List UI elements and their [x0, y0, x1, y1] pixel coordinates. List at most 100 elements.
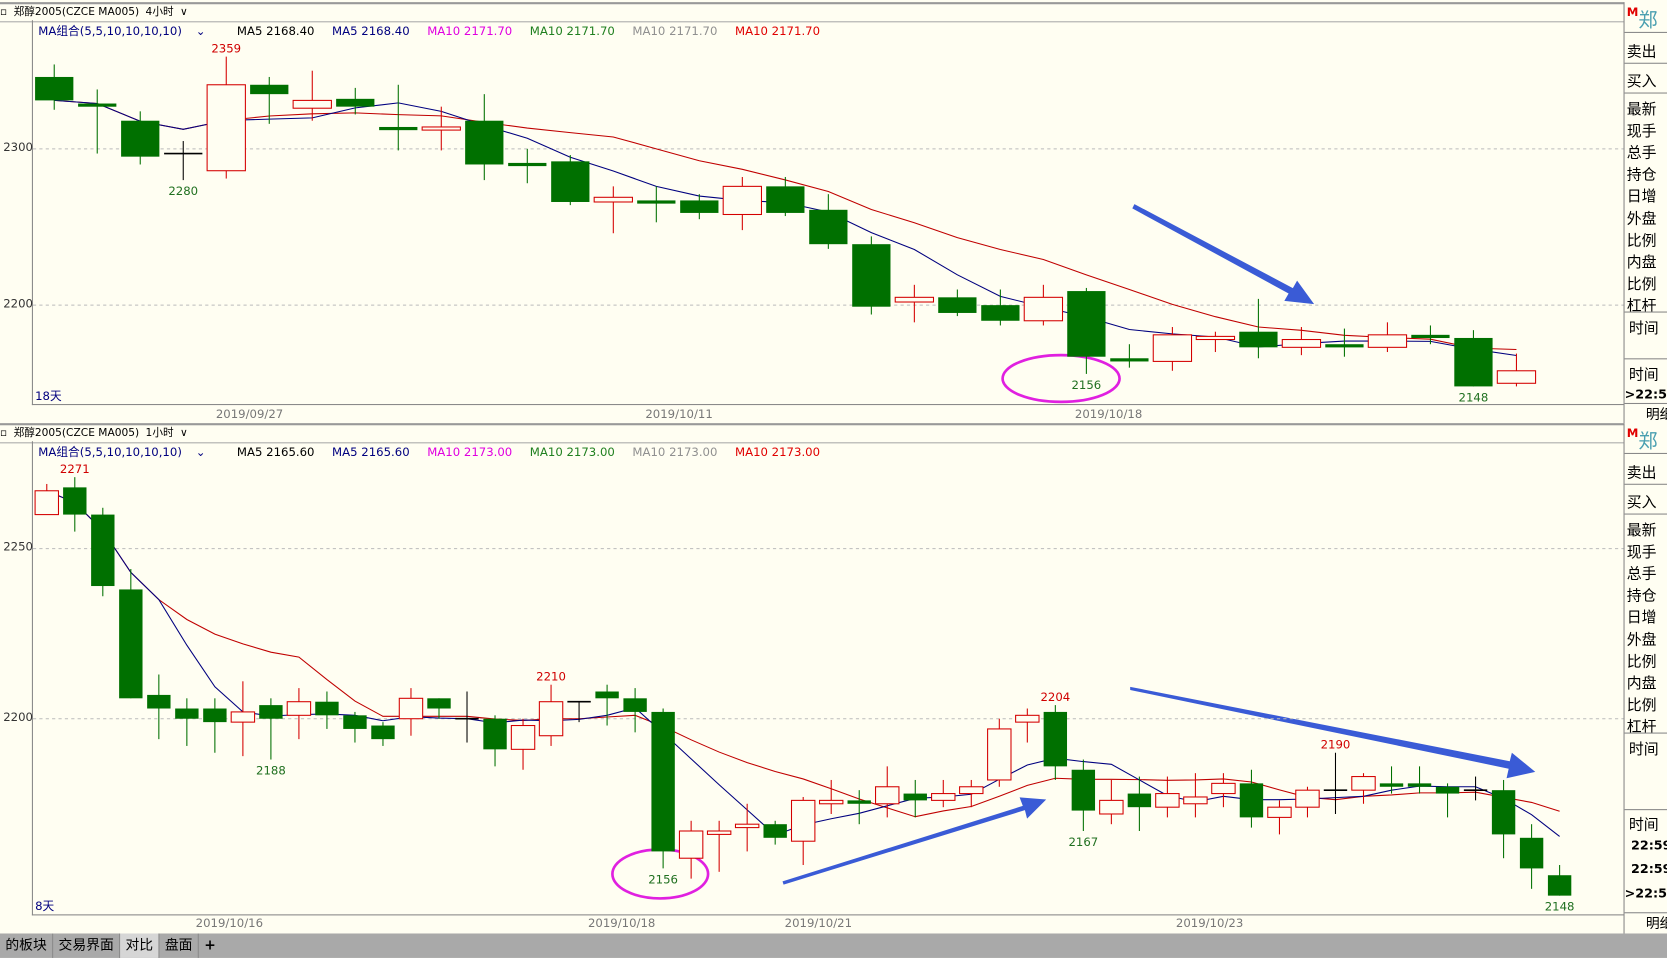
candle-body	[1152, 334, 1193, 362]
candle-body	[121, 120, 160, 157]
candle-body	[678, 830, 704, 859]
candle-body	[379, 126, 418, 131]
candle-body	[1367, 334, 1408, 348]
candle-body	[593, 196, 633, 203]
high-price-marker: 2204	[1040, 690, 1070, 704]
candle-body	[1239, 783, 1264, 818]
candle-body	[1071, 769, 1096, 811]
workspace-tabs: 的板块 交易界面 对比 盘面 +	[0, 933, 1667, 958]
quote-field-label: 日增	[1626, 188, 1657, 206]
candle-body	[938, 297, 977, 313]
trade-time: >22:59:	[1624, 387, 1667, 402]
chevron-down-icon: ⌄	[195, 24, 206, 39]
candle-body	[1239, 331, 1278, 348]
chevron-down-icon: ∨	[179, 427, 188, 440]
period-selector[interactable]: 1小时 ∨	[146, 427, 195, 439]
date-label: 2019/10/23	[1175, 916, 1244, 931]
period-selector[interactable]: 4小时 ∨	[146, 6, 195, 18]
candle-body	[35, 76, 74, 101]
candle-body	[1496, 370, 1537, 384]
detail-tab[interactable]: 明细	[1645, 916, 1667, 933]
candle-body	[91, 514, 115, 587]
candle-body	[1281, 338, 1322, 348]
arrow-up-icon	[782, 797, 1047, 885]
period-label: 1小时	[145, 427, 174, 440]
candle-body	[538, 701, 564, 737]
candle-body	[1435, 786, 1460, 794]
candle-body	[595, 691, 619, 699]
exchange-badge: M	[1626, 426, 1639, 441]
quote-field-label: 比例	[1626, 232, 1657, 250]
ma-item: MA10 2173.00	[632, 445, 718, 460]
candle-body	[1411, 334, 1450, 339]
quote-field-label: 外盘	[1626, 210, 1657, 228]
add-tab-button[interactable]: +	[204, 937, 216, 954]
candle-body	[286, 701, 312, 716]
panel-title: 郑	[1638, 9, 1658, 32]
quote-field-label: 总手	[1626, 144, 1657, 162]
candle-body	[336, 98, 375, 107]
tab-compare[interactable]: 对比	[120, 933, 160, 958]
candle-body	[766, 186, 805, 213]
ma-group-selector[interactable]: MA组合(5,5,10,10,10,10) ⌄	[38, 445, 219, 459]
candle-body	[680, 200, 719, 213]
detail-tab[interactable]: 明细	[1645, 407, 1667, 424]
quote-field-label: 持仓	[1626, 587, 1657, 605]
ma-item: MA5 2165.60	[236, 445, 315, 460]
high-price-marker: 2190	[1321, 737, 1351, 751]
candle-body	[623, 698, 647, 712]
low-price-marker: 2280	[168, 184, 198, 198]
ma-item: MA10 2173.00	[427, 445, 513, 460]
ma-group-selector[interactable]: MA组合(5,5,10,10,10,10) ⌄	[38, 24, 219, 38]
candle-body	[1043, 711, 1068, 767]
chevron-down-icon: ∨	[179, 6, 188, 19]
quote-field-label: 比例	[1626, 653, 1657, 671]
quote-field-label: 最新	[1626, 522, 1657, 540]
period-label: 4小时	[145, 6, 174, 19]
candle-body	[1099, 799, 1124, 815]
sell-label: 卖出	[1626, 464, 1657, 482]
date-label: 2019/10/11	[645, 407, 713, 422]
candle-body	[250, 84, 289, 95]
quote-field-label: 杠杆	[1626, 719, 1657, 737]
time-header: 时间	[1628, 816, 1659, 834]
ma-item: MA5 2168.40	[332, 24, 410, 39]
days-label: 18天	[35, 389, 62, 403]
y-tick-label: 2300	[3, 140, 33, 155]
tab-market[interactable]: 盘面	[160, 933, 199, 958]
candle-body	[1110, 358, 1149, 362]
candle-body	[903, 793, 927, 801]
y-tick-label: 2200	[3, 296, 33, 311]
trade-time: 22:59:	[1630, 861, 1667, 877]
candle-body	[343, 715, 367, 729]
ma-group-label: MA组合(5,5,10,10,10,10)	[38, 445, 182, 460]
top-candlestick-plot[interactable]	[31, 20, 1625, 406]
tab-sector[interactable]: 的板块	[0, 933, 54, 958]
buy-label: 买入	[1626, 494, 1657, 512]
candle-body	[1351, 776, 1376, 791]
candle-body	[931, 793, 956, 801]
candle-body	[292, 99, 332, 109]
high-price-marker: 2210	[536, 669, 566, 683]
exchange-badge: M	[1626, 5, 1639, 20]
quote-field-label: 持仓	[1626, 166, 1657, 184]
quote-field-label: 杠杆	[1626, 298, 1657, 316]
bottom-candlestick-plot[interactable]	[31, 441, 1625, 916]
tab-trading[interactable]: 交易界面	[53, 933, 121, 958]
panel-title: 郑	[1638, 430, 1658, 453]
candle-body	[1015, 714, 1040, 723]
quote-field-label: 内盘	[1626, 675, 1657, 693]
candle-body	[1547, 875, 1572, 896]
candle-body	[203, 708, 227, 723]
candle-body	[1267, 806, 1292, 818]
ma-group-label: MA组合(5,5,10,10,10,10)	[38, 24, 182, 39]
candle-body	[147, 694, 171, 709]
candle-body	[734, 823, 760, 829]
low-price-marker: 2167	[1068, 835, 1098, 849]
candle-body	[637, 200, 676, 204]
candle-body	[1519, 837, 1544, 869]
ma-item: MA5 2168.40	[236, 24, 315, 39]
candle-body	[551, 161, 590, 202]
candle-body	[483, 718, 507, 750]
square-icon: ▫	[0, 427, 8, 440]
